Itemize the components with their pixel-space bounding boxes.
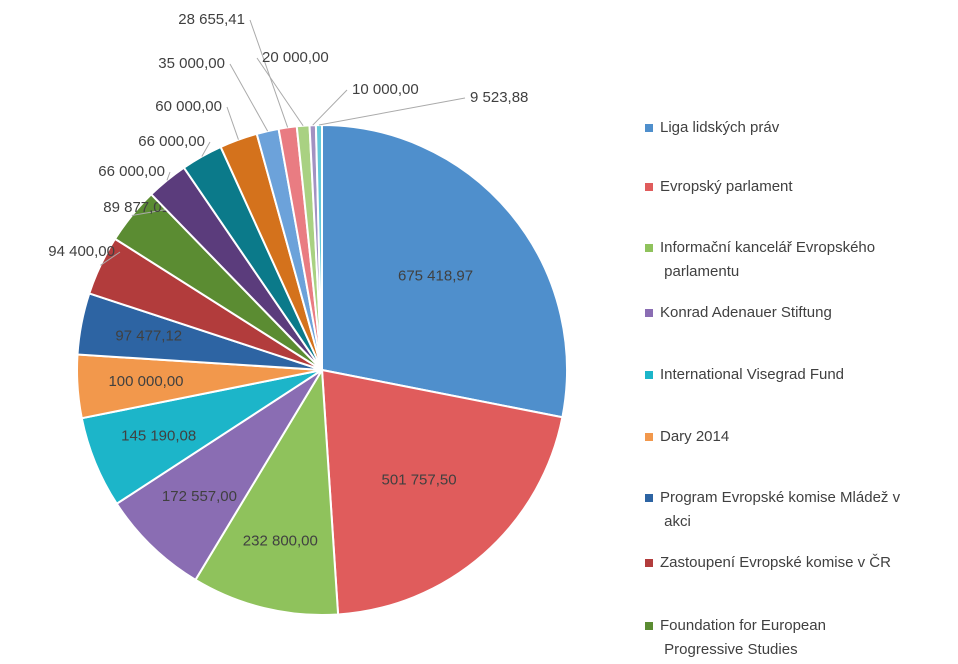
legend-swatch — [645, 433, 653, 441]
data-label: 66 000,00 — [138, 133, 205, 150]
legend-line: akci — [660, 513, 691, 530]
legend-line: Progressive Studies — [660, 641, 798, 658]
pie-slice — [194, 366, 340, 616]
legend-label: Program Evropské komise Mládež v akci — [660, 489, 901, 530]
data-label: 97 477,12 — [115, 328, 182, 345]
data-label: 675 418,97 — [398, 268, 473, 285]
data-label: 89 877,01 — [103, 199, 170, 216]
legend-label: Konrad Adenauer Stiftung — [660, 304, 832, 321]
data-label: 9 523,88 — [470, 89, 528, 106]
data-label: 232 800,00 — [243, 532, 318, 549]
data-label: 60 000,00 — [155, 98, 222, 115]
legend-line: Foundation for European — [660, 617, 826, 634]
data-label: 20 000,00 — [262, 49, 329, 66]
legend-swatch — [645, 371, 653, 379]
data-label: 100 000,00 — [108, 373, 183, 390]
legend-swatch — [645, 244, 653, 252]
legend-swatch — [645, 622, 653, 630]
legend-swatch — [645, 494, 653, 502]
leader-line — [249, 19, 289, 128]
leader-line — [256, 57, 304, 127]
legend-swatch — [645, 559, 653, 567]
legend-label: Dary 2014 — [660, 428, 729, 445]
legend-label: Foundation for European Progressive Stud… — [660, 617, 826, 658]
legend-swatch — [645, 309, 653, 317]
leader-line — [312, 89, 348, 126]
data-label: 172 557,00 — [162, 488, 237, 505]
leader-line — [166, 171, 171, 181]
legend-label: Informační kancelář Evropského parlament… — [660, 239, 875, 280]
data-label: 501 757,50 — [382, 471, 457, 488]
leader-line — [318, 97, 466, 126]
legend-swatch — [645, 183, 653, 191]
legend-swatch — [645, 124, 653, 132]
data-label: 94 400,00 — [48, 243, 115, 260]
legend-line: parlamentu — [660, 263, 739, 280]
pie-slice — [321, 123, 568, 419]
legend-label: Zastoupení Evropské komise v ČR — [660, 554, 891, 571]
leader-line — [100, 251, 121, 266]
legend-label: International Visegrad Fund — [660, 366, 844, 383]
data-label: 35 000,00 — [158, 55, 225, 72]
data-label: 28 655,41 — [178, 11, 245, 28]
legend-label: Evropský parlament — [660, 178, 793, 195]
leader-line — [201, 141, 211, 157]
data-label: 66 000,00 — [98, 163, 165, 180]
data-label: 145 190,08 — [121, 428, 196, 445]
legend-line: Informační kancelář Evropského — [660, 239, 875, 256]
pie-slice — [320, 368, 564, 616]
pie-slice — [115, 369, 323, 582]
data-label: 10 000,00 — [352, 81, 419, 98]
legend-line: Program Evropské komise Mládež v — [660, 489, 901, 506]
leader-line — [226, 106, 239, 140]
legend-label: Liga lidských práv — [660, 119, 780, 136]
leader-line — [229, 63, 269, 132]
